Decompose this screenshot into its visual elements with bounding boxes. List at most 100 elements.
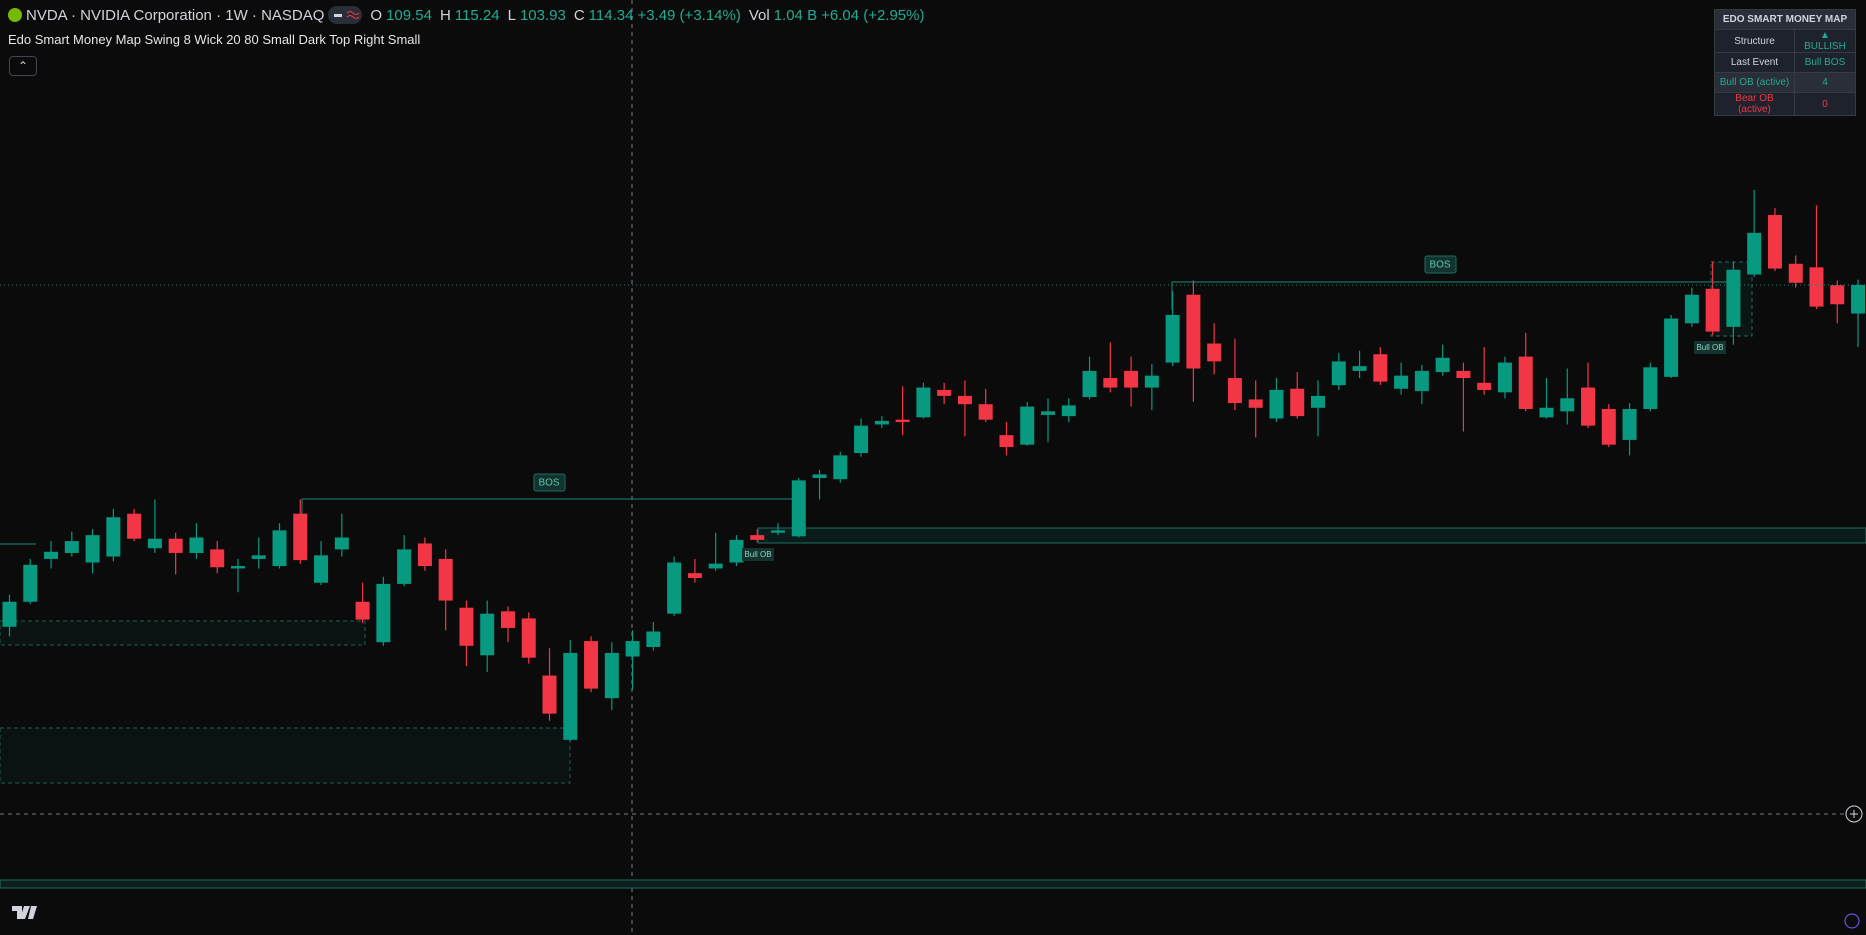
candle-body — [23, 564, 38, 602]
candles — [0, 190, 1866, 741]
collapse-button[interactable]: ⌃ — [9, 56, 37, 76]
add-icon — [1850, 810, 1858, 818]
candle-body — [1767, 214, 1782, 269]
candle-body — [1684, 294, 1699, 324]
candle-body — [1041, 411, 1055, 415]
ohlc-label: L — [507, 6, 516, 24]
candle-body — [210, 549, 225, 568]
candle-body — [1747, 232, 1762, 275]
candle-body — [1560, 398, 1575, 412]
table-cell: 0 — [1793, 92, 1857, 116]
table-cell: Structure — [1714, 29, 1795, 53]
table-cell: Bull OB (active) — [1714, 72, 1795, 93]
candle-body — [625, 641, 640, 657]
candle-body — [1144, 375, 1159, 388]
candle-body — [604, 652, 619, 699]
ob-label: Bull OB — [1696, 343, 1723, 352]
candle-body — [854, 425, 869, 454]
ob-label-box — [742, 548, 774, 561]
candle-body — [251, 555, 266, 559]
candle-body — [1664, 318, 1679, 377]
candle-body — [770, 530, 785, 533]
candle-body — [1435, 357, 1450, 373]
candle-body — [1601, 408, 1616, 445]
change: +3.49 (+3.14%) — [637, 6, 741, 24]
candle-body — [1311, 395, 1326, 408]
candle-body — [1414, 370, 1429, 392]
candle-body — [44, 551, 59, 559]
candle-body — [895, 419, 910, 423]
candle-body — [1622, 408, 1637, 440]
bos-label-box — [533, 473, 566, 492]
ohlc-value: 114.34 — [588, 6, 634, 24]
candle-body — [978, 404, 993, 420]
candle-body — [1788, 263, 1803, 283]
candle-body — [687, 573, 702, 578]
ob-zone — [0, 727, 571, 784]
candle-body — [1830, 285, 1845, 305]
candle-body — [1705, 288, 1720, 332]
ohlc-value: 115.24 — [454, 6, 500, 24]
candle-body — [1227, 378, 1242, 404]
candle-body — [355, 601, 370, 620]
candle-body — [584, 641, 599, 689]
table-cell: Bear OB (active) — [1714, 92, 1795, 116]
bottom-band — [0, 879, 1866, 889]
symbol-legend: NVDA · NVIDIA Corporation · 1W · NASDAQ … — [8, 6, 924, 24]
candle-body — [293, 513, 308, 561]
volume: 1.04 B — [773, 6, 818, 24]
candle-body — [1394, 375, 1409, 389]
candle-body — [147, 538, 162, 549]
candle-body — [500, 611, 515, 628]
candle-body — [397, 549, 412, 584]
tv-logo[interactable] — [12, 906, 37, 919]
candle-body — [1290, 388, 1305, 417]
ohlc-value: 103.93 — [519, 6, 566, 24]
candle-body — [64, 541, 79, 553]
candle-body — [438, 558, 453, 601]
candle-body — [1331, 361, 1346, 386]
bos-label: BOS — [538, 478, 559, 489]
candle-body — [1124, 370, 1139, 388]
candle-body — [833, 455, 848, 480]
candle-body — [1082, 370, 1097, 398]
candle-body — [85, 535, 100, 563]
candle-body — [1269, 389, 1284, 419]
candle-body — [1809, 267, 1824, 307]
indicator-table: EDO SMART MONEY MAP Structure ▲ BULLISH L… — [1714, 9, 1857, 116]
ohlc-label: O — [370, 6, 383, 24]
candle-body — [1352, 366, 1367, 371]
indicator-title[interactable]: Edo Smart Money Map Swing 8 Wick 20 80 S… — [8, 32, 421, 47]
candle-body — [230, 566, 245, 569]
candle-body — [667, 562, 682, 614]
candle-body — [1477, 382, 1492, 390]
compare-pill[interactable] — [328, 6, 363, 24]
candle-body — [2, 601, 17, 627]
volume-change: +6.04 (+2.95%) — [821, 6, 925, 24]
candle-body — [1851, 284, 1866, 314]
table-title: EDO SMART MONEY MAP — [1714, 9, 1856, 30]
candle-body — [189, 537, 204, 553]
candle-body — [1726, 269, 1741, 327]
candle-body — [376, 583, 391, 643]
candle-body — [1497, 362, 1512, 393]
candle-body — [272, 530, 287, 567]
table-cell: Bull BOS — [1793, 52, 1857, 73]
candle-body — [521, 618, 536, 658]
candle-body — [1248, 399, 1263, 408]
candle-body — [314, 555, 329, 583]
ob-label-box — [1694, 341, 1726, 354]
ohlc-label: H — [439, 6, 451, 24]
candle-body — [750, 535, 765, 540]
candle-body — [1643, 367, 1658, 409]
ohlc-label: C — [573, 6, 585, 24]
ob-label: Bull OB — [744, 550, 771, 559]
add-button[interactable] — [1845, 805, 1863, 823]
candle-body — [1061, 405, 1076, 417]
candle-body — [334, 537, 349, 550]
assistant-icon[interactable] — [1844, 913, 1860, 929]
symbol[interactable]: NVDA · NVIDIA Corporation · 1W · NASDAQ — [26, 6, 325, 24]
bull-ob-zone — [757, 527, 1866, 544]
candle-body — [417, 543, 432, 567]
